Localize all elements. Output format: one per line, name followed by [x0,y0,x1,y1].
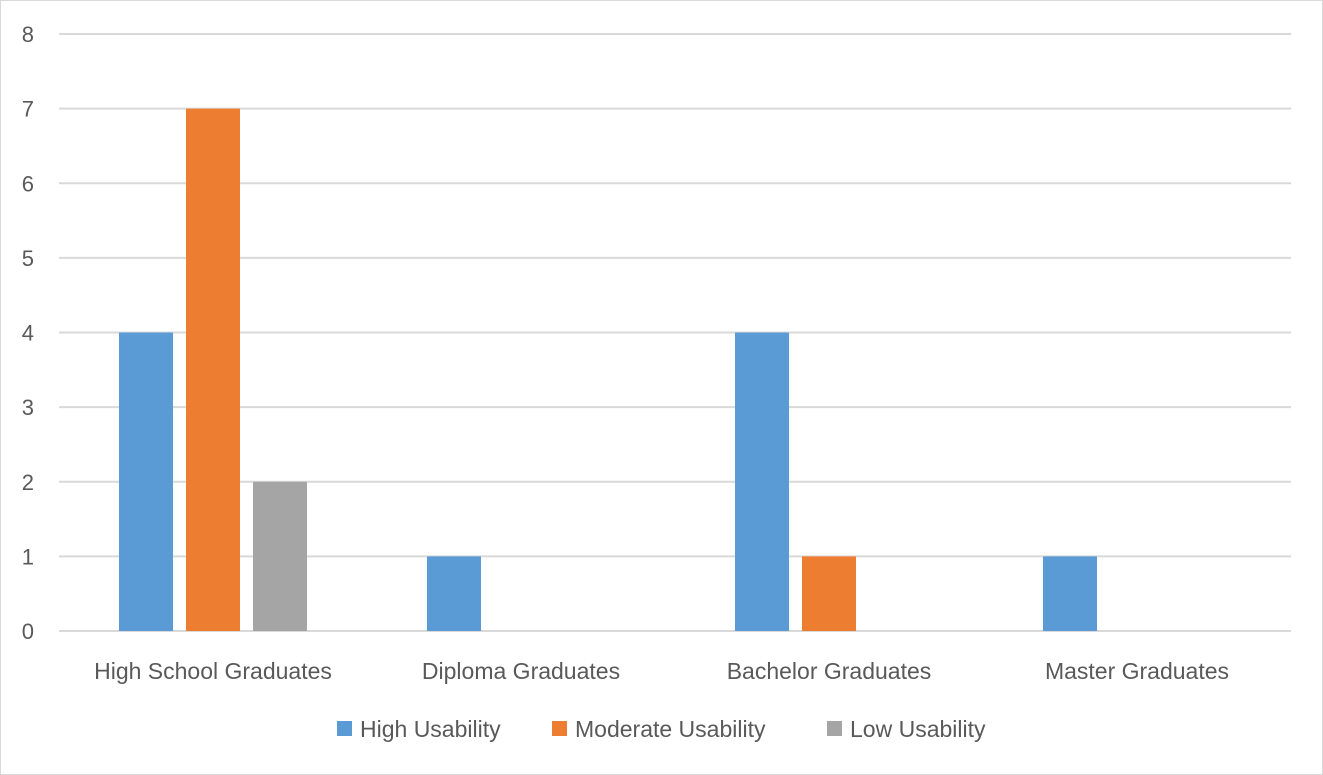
bar-high-usability-3 [1043,556,1097,631]
legend-swatch [337,721,352,736]
y-axis-tick-labels: 0 1 2 3 4 5 6 7 8 [22,22,34,644]
legend-label: Moderate Usability [575,716,766,742]
x-axis-category-labels: High School Graduates Diploma Graduates Ba… [94,658,1229,684]
x-category-label: Bachelor Graduates [727,658,932,684]
legend-item-low-usability: Low Usability [827,716,986,742]
legend-label: Low Usability [850,716,986,742]
x-category-label: Diploma Graduates [422,658,620,684]
y-tick-label: 5 [22,246,34,271]
y-tick-label: 1 [22,544,34,569]
legend: High Usability Moderate Usability Low Usab… [337,716,986,742]
x-category-label: High School Graduates [94,658,332,684]
x-category-label: Master Graduates [1045,658,1229,684]
bar-high-usability-2 [735,332,789,631]
bar-high-usability-1 [427,556,481,631]
gridlines [59,33,1291,632]
y-tick-label: 6 [22,171,34,196]
bars [119,108,1097,631]
y-tick-label: 3 [22,395,34,420]
y-tick-label: 0 [22,619,34,644]
y-tick-label: 7 [22,97,34,122]
bar-high-usability-0 [119,332,173,631]
legend-item-high-usability: High Usability [337,716,501,742]
bar-low-usability-0 [253,481,307,631]
y-tick-label: 8 [22,22,34,47]
y-tick-label: 4 [22,321,34,346]
bar-moderate-usability-0 [186,108,240,631]
bar-moderate-usability-2 [802,556,856,631]
legend-item-moderate-usability: Moderate Usability [552,716,766,742]
legend-swatch [552,721,567,736]
y-tick-label: 2 [22,470,34,495]
legend-label: High Usability [360,716,501,742]
legend-swatch [827,721,842,736]
